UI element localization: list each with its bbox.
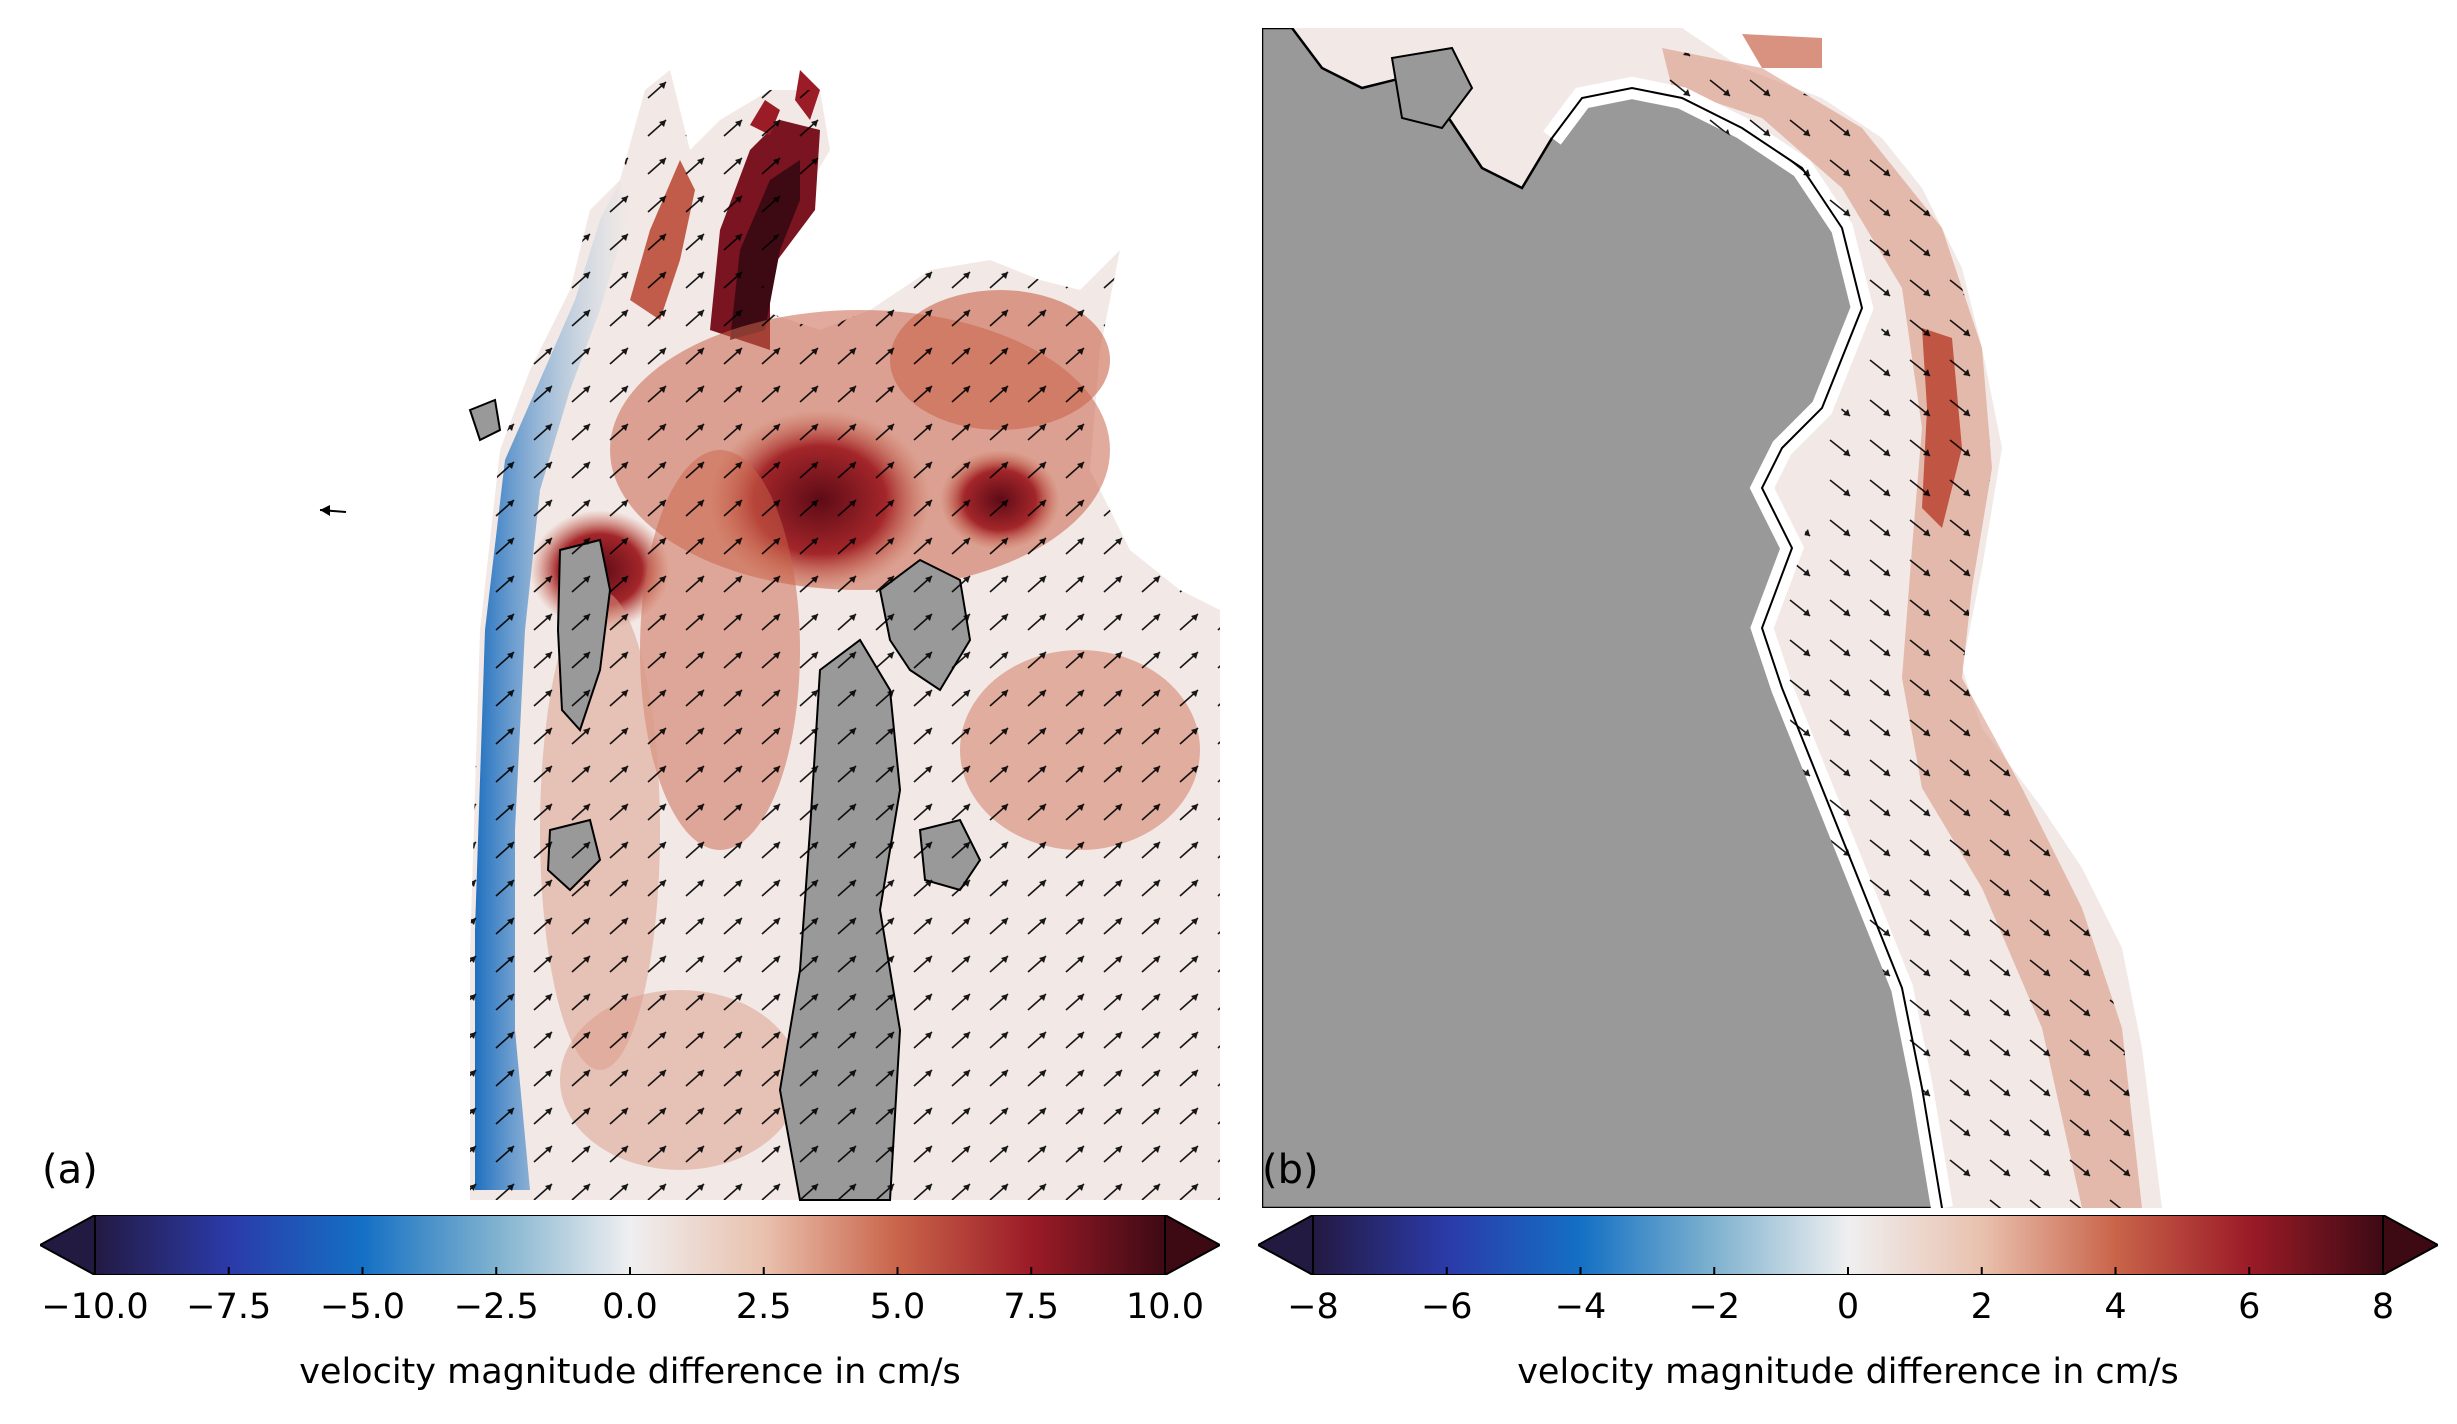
colorbar-a-tick-label: −7.5 [186,1287,272,1327]
colorbar-a-tick-label: 0.0 [602,1287,658,1327]
colorbar-a-tick-label: −10.0 [41,1287,149,1327]
colorbar-a-tick-label: 2.5 [735,1287,792,1327]
colorbar-a-tick-label: 7.5 [1003,1287,1060,1327]
panel-a-map [300,30,1230,1210]
colorbar-b-tick-label: −8 [1287,1287,1339,1327]
panel-b-velocity-arrows [1662,48,2142,1208]
colorbar-b-extend-low [1255,1213,1314,1277]
colorbar-b-tick-label: −2 [1688,1287,1741,1327]
panel-b-label: (b) [1262,1147,1319,1193]
colorbar-b-extend-high [2382,1213,2441,1277]
colorbar-b-tick-label: −4 [1554,1287,1607,1327]
colorbar-a [37,1213,1223,1277]
colorbar-b-tick-label: 2 [1970,1287,1993,1327]
colorbar-b-title: velocity magnitude difference in cm/s [1517,1352,2179,1392]
colorbar-b-tick-label: 0 [1836,1287,1860,1327]
colorbar-b [1255,1213,2441,1277]
panel-b-island-north [1390,46,1474,130]
panel-b-map [1262,28,2162,1208]
colorbar-a-tick-label: 10.0 [1126,1287,1204,1327]
colorbar-b-gradient [1255,1213,2441,1277]
colorbar-a-gradient [37,1213,1223,1277]
panel-a-label: (a) [42,1147,98,1193]
colorbar-b-tick-label: 4 [2104,1287,2127,1327]
colorbar-a-tick-label: 5.0 [869,1287,926,1327]
colorbar-b-tick-label: 6 [2238,1287,2261,1327]
colorbar-a-title: velocity magnitude difference in cm/s [299,1352,961,1392]
colorbar-a-extend-high [1164,1213,1223,1277]
colorbar-b-tick-label: −6 [1420,1287,1473,1327]
panel-a-velocity-arrows [470,70,1220,1200]
panel-b-svg [1262,28,2162,1208]
colorbar-a-tick-label: −2.5 [453,1287,539,1327]
colorbar-a-extend-low [37,1213,96,1277]
colorbar-a-tick-label: −5.0 [320,1287,405,1327]
colorbar-b-tick-label: 8 [2371,1287,2395,1327]
panel-a-svg [319,70,1220,1201]
